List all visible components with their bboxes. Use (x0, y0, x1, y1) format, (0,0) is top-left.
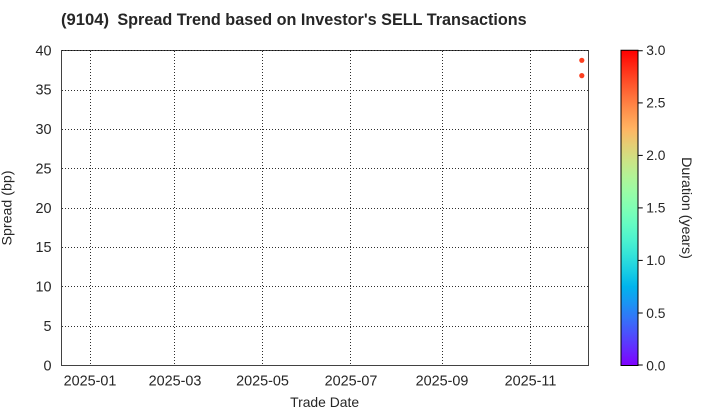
svg-text:2025-09: 2025-09 (416, 374, 469, 390)
svg-text:Trade Date: Trade Date (290, 394, 359, 410)
svg-text:2025-01: 2025-01 (64, 374, 117, 390)
svg-text:2025-11: 2025-11 (505, 374, 557, 390)
svg-text:15: 15 (35, 240, 51, 256)
svg-text:1.5: 1.5 (646, 201, 666, 216)
svg-text:20: 20 (35, 201, 51, 217)
svg-text:25: 25 (35, 161, 51, 177)
svg-text:40: 40 (35, 43, 51, 59)
svg-text:Spread Trend based on Investor: Spread Trend based on Investor's SELL Tr… (117, 11, 526, 29)
svg-text:2025-07: 2025-07 (325, 374, 378, 390)
svg-text:Spread (bp): Spread (bp) (0, 171, 16, 246)
svg-text:2.0: 2.0 (646, 148, 666, 163)
svg-text:5: 5 (43, 319, 51, 335)
svg-text:10: 10 (35, 280, 51, 296)
svg-text:0.5: 0.5 (646, 306, 666, 321)
svg-text:3.0: 3.0 (646, 43, 666, 58)
svg-text:2025-03: 2025-03 (149, 374, 202, 390)
svg-text:1.0: 1.0 (646, 253, 666, 268)
svg-text:Duration (years): Duration (years) (678, 157, 694, 259)
svg-text:35: 35 (35, 83, 51, 99)
svg-text:0.0: 0.0 (646, 358, 666, 373)
svg-text:30: 30 (35, 122, 51, 138)
svg-text:(9104): (9104) (61, 10, 109, 29)
svg-text:0: 0 (43, 358, 51, 374)
svg-text:2.5: 2.5 (646, 96, 666, 111)
svg-text:2025-05: 2025-05 (236, 374, 289, 390)
